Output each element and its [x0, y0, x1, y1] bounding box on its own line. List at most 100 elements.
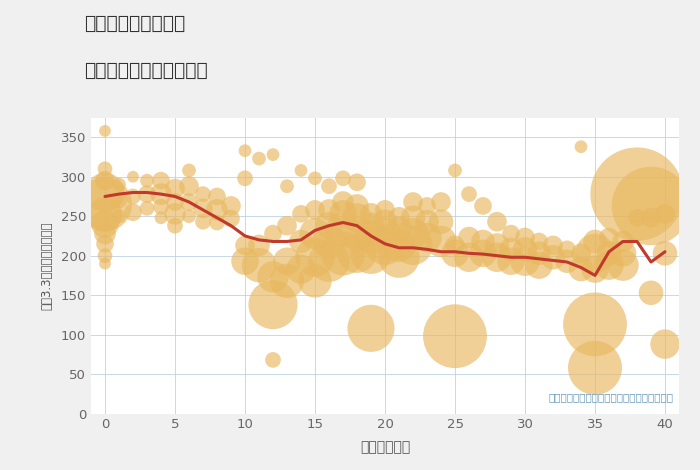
Point [561, 246, 573, 253]
Point [211, 193, 223, 200]
Point [575, 266, 587, 273]
Point [351, 230, 363, 237]
Point [155, 203, 167, 211]
Point [421, 234, 433, 241]
Point [477, 202, 489, 210]
Point [309, 253, 321, 261]
Point [183, 198, 195, 206]
Point [337, 174, 349, 182]
Point [561, 258, 573, 265]
Point [127, 173, 139, 180]
Point [113, 196, 125, 204]
Point [239, 258, 251, 265]
Point [351, 202, 363, 210]
Point [99, 260, 111, 267]
Point [603, 261, 615, 269]
X-axis label: 築年数（年）: 築年数（年） [360, 440, 410, 454]
Point [295, 266, 307, 273]
Point [197, 190, 209, 198]
Point [393, 242, 405, 249]
Point [113, 212, 125, 220]
Point [225, 215, 237, 222]
Point [379, 242, 391, 249]
Point [379, 218, 391, 226]
Point [309, 277, 321, 285]
Point [519, 234, 531, 241]
Point [533, 238, 545, 245]
Point [323, 258, 335, 265]
Point [379, 206, 391, 214]
Point [239, 242, 251, 249]
Point [197, 204, 209, 212]
Point [267, 356, 279, 364]
Point [323, 206, 335, 214]
Point [505, 258, 517, 265]
Point [575, 250, 587, 257]
Point [645, 289, 657, 297]
Point [113, 181, 125, 188]
Point [379, 230, 391, 237]
Point [183, 212, 195, 220]
Point [617, 250, 629, 257]
Point [99, 127, 111, 135]
Point [155, 214, 167, 221]
Point [197, 218, 209, 226]
Point [99, 230, 111, 237]
Point [617, 238, 629, 245]
Point [141, 204, 153, 212]
Point [435, 198, 447, 206]
Point [659, 210, 671, 218]
Point [281, 277, 293, 285]
Point [463, 234, 475, 241]
Point [589, 238, 601, 245]
Point [463, 190, 475, 198]
Point [533, 250, 545, 257]
Point [99, 211, 111, 219]
Point [337, 210, 349, 218]
Point [211, 219, 223, 226]
Point [449, 167, 461, 174]
Point [99, 201, 111, 208]
Point [337, 250, 349, 257]
Point [407, 230, 419, 237]
Point [99, 177, 111, 184]
Point [617, 261, 629, 269]
Point [309, 174, 321, 182]
Point [295, 238, 307, 245]
Point [323, 222, 335, 229]
Point [295, 167, 307, 174]
Point [477, 238, 489, 245]
Point [421, 202, 433, 210]
Point [141, 177, 153, 184]
Point [603, 250, 615, 257]
Point [365, 250, 377, 257]
Point [407, 242, 419, 249]
Point [99, 220, 111, 228]
Point [253, 261, 265, 269]
Point [505, 246, 517, 253]
Point [323, 238, 335, 245]
Y-axis label: 坪（3.3㎡）単価（万円）: 坪（3.3㎡）単価（万円） [41, 221, 54, 310]
Point [631, 190, 643, 198]
Point [589, 364, 601, 372]
Point [323, 182, 335, 190]
Point [645, 202, 657, 210]
Point [351, 214, 363, 221]
Point [127, 209, 139, 216]
Point [589, 266, 601, 273]
Text: 円の大きさは、取引のあった物件面積を示す: 円の大きさは、取引のあった物件面積を示す [548, 392, 673, 402]
Point [169, 185, 181, 192]
Point [267, 151, 279, 158]
Point [463, 253, 475, 261]
Point [169, 210, 181, 218]
Point [435, 238, 447, 245]
Point [169, 222, 181, 229]
Point [589, 321, 601, 328]
Point [253, 242, 265, 249]
Point [491, 253, 503, 261]
Point [365, 234, 377, 241]
Point [155, 177, 167, 184]
Point [267, 273, 279, 281]
Point [659, 340, 671, 348]
Point [253, 155, 265, 162]
